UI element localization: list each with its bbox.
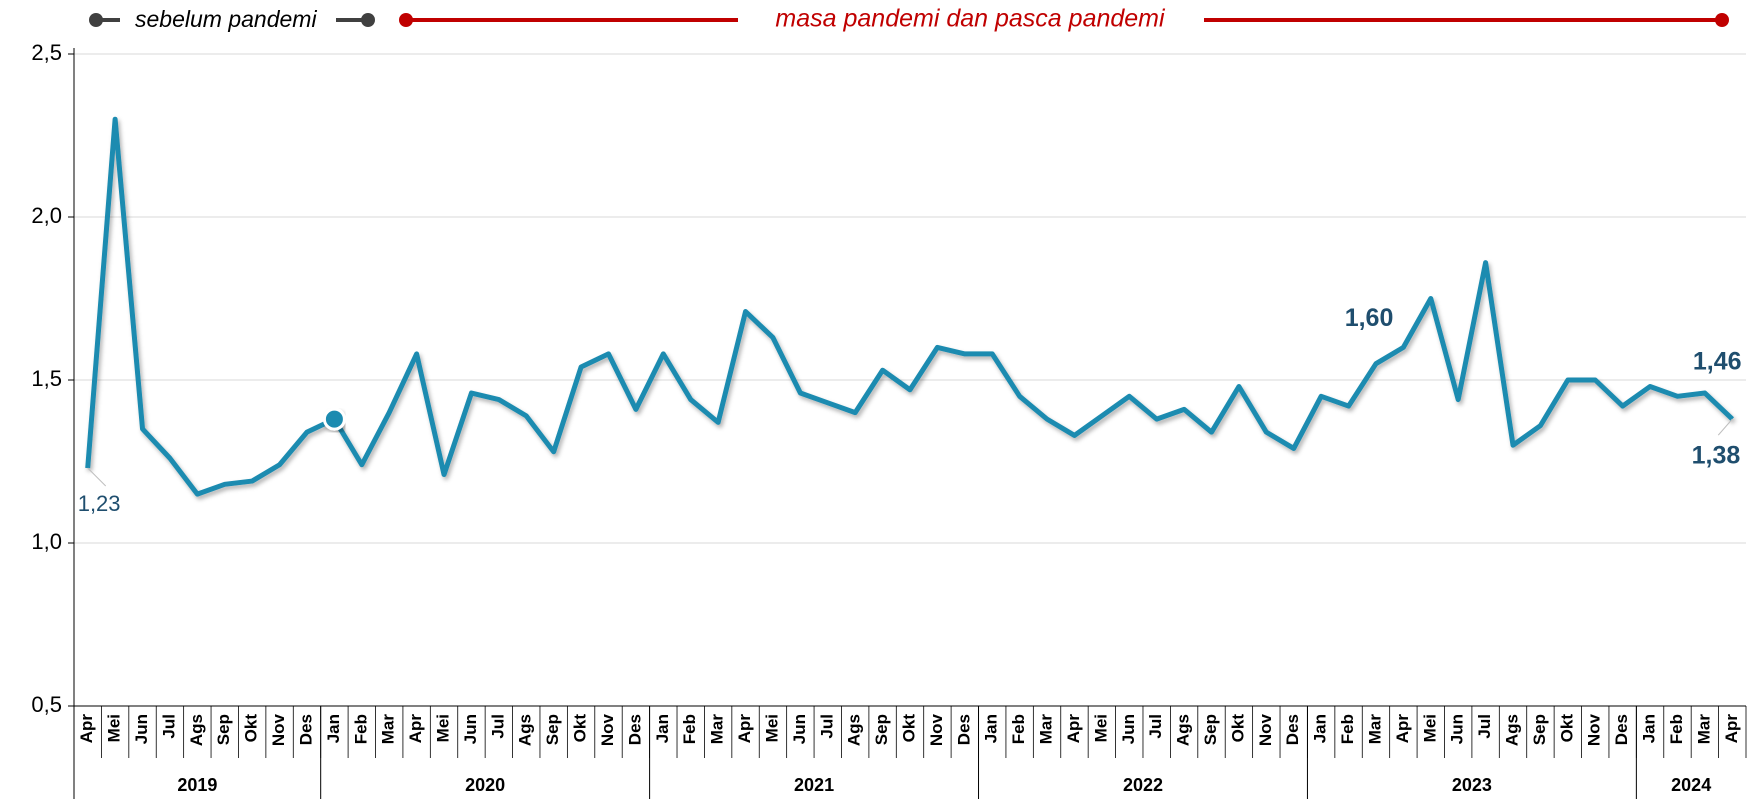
y-tick-label: 0,5	[31, 692, 62, 717]
x-tick-label: Ags	[1174, 714, 1193, 746]
x-tick-label: Okt	[571, 714, 590, 743]
legend-label: sebelum pandemi	[135, 6, 317, 32]
year-label: 2024	[1671, 775, 1711, 795]
data-label: 1,60	[1345, 304, 1394, 332]
x-tick-label: Des	[1283, 714, 1302, 745]
x-tick-label: Jun	[132, 714, 151, 744]
x-tick-label: Jul	[817, 714, 836, 739]
y-tick-label: 1,0	[31, 529, 62, 554]
year-label: 2023	[1452, 775, 1492, 795]
x-tick-label: Jun	[790, 714, 809, 744]
data-line	[85, 116, 1735, 497]
x-tick-label: Jul	[159, 714, 178, 739]
legend-dot	[399, 13, 413, 27]
x-tick-label: Sep	[1201, 714, 1220, 745]
x-tick-label: Ags	[187, 714, 206, 746]
x-tick-label: Sep	[214, 714, 233, 745]
x-tick-label: Mei	[1091, 714, 1110, 742]
data-label: 1,46	[1693, 348, 1742, 376]
x-tick-label: Sep	[543, 714, 562, 745]
point-marker	[322, 407, 346, 431]
x-tick-label: Apr	[77, 714, 96, 744]
x-tick-label: Nov	[1256, 713, 1275, 746]
year-label: 2019	[177, 775, 217, 795]
y-tick-label: 2,5	[31, 40, 62, 65]
legend-dot	[89, 13, 103, 27]
x-tick-label: Mar	[708, 714, 727, 745]
x-tick-label: Sep	[1530, 714, 1549, 745]
x-tick-label: Jan	[653, 714, 672, 743]
x-tick-label: Ags	[516, 714, 535, 746]
x-tick-label: Jul	[1146, 714, 1165, 739]
x-tick-label: Okt	[899, 714, 918, 743]
x-tick-label: Mar	[1037, 714, 1056, 745]
y-tick-label: 1,5	[31, 366, 62, 391]
x-tick-label: Mei	[105, 714, 124, 742]
x-tick-label: Jul	[1475, 714, 1494, 739]
x-tick-label: Okt	[242, 714, 261, 743]
x-tick-label: Jan	[1640, 714, 1659, 743]
x-tick-label: Jun	[461, 714, 480, 744]
x-tick-label: Ags	[1503, 714, 1522, 746]
data-label: 1,38	[1692, 442, 1741, 470]
x-tick-label: Mar	[1694, 714, 1713, 745]
legend-dot	[361, 13, 375, 27]
x-tick-label: Nov	[269, 713, 288, 746]
x-tick-label: Mar	[1365, 714, 1384, 745]
y-tick-label: 2,0	[31, 203, 62, 228]
x-tick-label: Mei	[1420, 714, 1439, 742]
leader-line	[1717, 418, 1733, 436]
x-tick-label: Des	[954, 714, 973, 745]
year-label: 2021	[794, 775, 834, 795]
x-tick-label: Apr	[1064, 714, 1083, 744]
x-tick-label: Okt	[1557, 714, 1576, 743]
x-tick-label: Des	[625, 714, 644, 745]
x-tick-label: Des	[1612, 714, 1631, 745]
data-label: 1,23	[78, 491, 121, 516]
year-label: 2022	[1123, 775, 1163, 795]
x-tick-label: Des	[296, 714, 315, 745]
x-tick-label: Jan	[324, 714, 343, 743]
x-tick-label: Apr	[1722, 714, 1741, 744]
x-tick-label: Jan	[982, 714, 1001, 743]
x-tick-label: Feb	[1009, 714, 1028, 744]
x-tick-label: Jun	[1119, 714, 1138, 744]
legend-dot	[1715, 13, 1729, 27]
x-tick-label: Apr	[735, 714, 754, 744]
x-tick-label: Feb	[1667, 714, 1686, 744]
x-tick-label: Jul	[488, 714, 507, 739]
x-tick-label: Feb	[680, 714, 699, 744]
x-tick-label: Jan	[1311, 714, 1330, 743]
x-tick-label: Ags	[845, 714, 864, 746]
x-tick-label: Nov	[1585, 713, 1604, 746]
x-tick-label: Apr	[1393, 714, 1412, 744]
x-tick-label: Mei	[762, 714, 781, 742]
x-tick-label: Apr	[406, 714, 425, 744]
x-tick-label: Mei	[434, 714, 453, 742]
x-tick-label: Sep	[872, 714, 891, 745]
x-tick-label: Feb	[1338, 714, 1357, 744]
x-tick-label: Mar	[379, 714, 398, 745]
x-tick-label: Okt	[1228, 714, 1247, 743]
x-tick-label: Jun	[1448, 714, 1467, 744]
x-tick-label: Feb	[351, 714, 370, 744]
x-tick-label: Nov	[598, 713, 617, 746]
leader-line	[87, 467, 107, 487]
year-label: 2020	[465, 775, 505, 795]
legend-label: masa pandemi dan pasca pandemi	[775, 5, 1166, 33]
x-tick-label: Nov	[927, 713, 946, 746]
